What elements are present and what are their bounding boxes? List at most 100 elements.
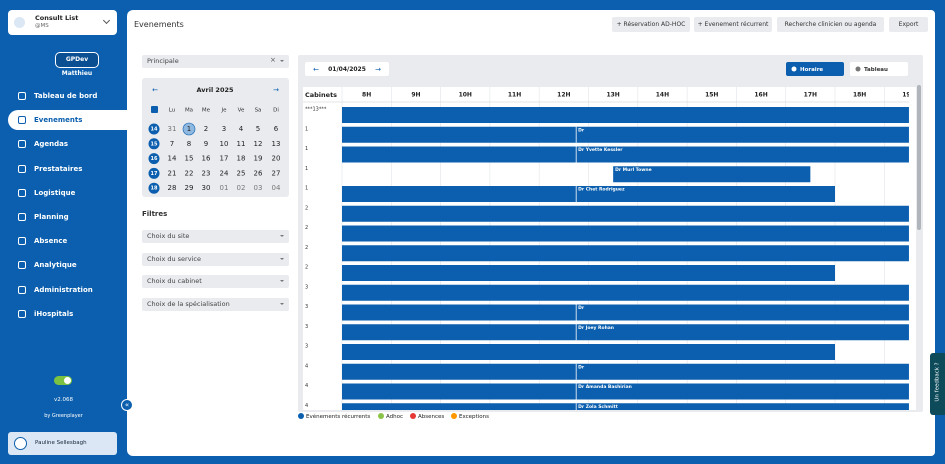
nav-item[interactable]: Evenements	[8, 110, 127, 131]
app-name: Consult List	[35, 14, 79, 22]
event-bar[interactable]	[342, 363, 577, 380]
week-number: 17	[151, 171, 158, 177]
event-bar[interactable]	[342, 186, 577, 202]
version: v2.068	[53, 397, 73, 403]
day: 2	[204, 125, 208, 133]
event-bar[interactable]	[342, 304, 577, 321]
toggle[interactable]	[54, 376, 72, 385]
day: 04	[272, 184, 281, 192]
week-number-bg	[148, 182, 160, 194]
user-badge: GPDev Matthieu	[55, 52, 99, 77]
event-bar[interactable]	[342, 146, 577, 163]
week-number-bg	[148, 123, 160, 135]
week-number: 14	[151, 127, 158, 133]
user-card[interactable]: Pauline Sellesbagh	[8, 432, 117, 455]
nav-item[interactable]: iHospitals	[8, 304, 127, 324]
cabinet-label: 4	[305, 403, 308, 409]
event-bar[interactable]	[613, 166, 811, 183]
nav-item[interactable]: Logistique	[8, 183, 127, 203]
event-bar[interactable]	[342, 245, 909, 262]
page-title: Evenements	[134, 20, 184, 29]
event-bar[interactable]	[342, 324, 577, 341]
nav-icon	[18, 140, 26, 149]
hour-label: 9H	[411, 92, 420, 99]
selected-day-bg	[182, 122, 196, 136]
event-label: Dr Joey Rohan	[578, 325, 614, 331]
avatar	[14, 437, 27, 450]
day: 03	[254, 184, 263, 192]
filter-select[interactable]: Choix du service	[142, 252, 289, 266]
event-label: Dr Murl Towne	[615, 167, 652, 173]
nav-item[interactable]: Prestataires	[8, 159, 127, 179]
event-bar[interactable]	[576, 126, 909, 143]
day: 31	[168, 125, 177, 133]
day: 20	[272, 155, 281, 163]
event-bar[interactable]	[576, 383, 909, 400]
filter-select[interactable]: Choix du site	[142, 230, 289, 243]
action-button[interactable]: Export	[889, 17, 928, 32]
view-toggle[interactable]	[786, 62, 844, 76]
day: 25	[237, 169, 246, 177]
event-bar[interactable]	[342, 284, 909, 301]
event-bar[interactable]	[576, 304, 909, 321]
feedback-label: Un feedback ?	[934, 362, 941, 402]
nav-item[interactable]: Administration	[8, 280, 127, 300]
nav-item[interactable]: Analytique	[8, 255, 127, 275]
cabinet-label: 3	[305, 304, 308, 310]
action-button[interactable]: + Evenement récurrent	[694, 17, 772, 32]
nav-icon	[18, 116, 26, 125]
week-number: 15	[151, 141, 158, 147]
day: 18	[237, 155, 246, 163]
event-bar[interactable]	[342, 225, 909, 242]
view-toggle[interactable]	[850, 62, 908, 76]
day: 19	[254, 155, 263, 163]
date-nav[interactable]	[305, 62, 389, 76]
event-bar[interactable]	[576, 324, 909, 341]
collapse-button[interactable]: «	[121, 399, 133, 411]
event-bar[interactable]	[342, 126, 577, 143]
grid: 8H 9H 10H 11H 12H 13H 14H 15H 16H 17H 18H 19H ***13*…	[303, 87, 909, 419]
app-switcher[interactable]: Consult List @MS	[8, 10, 117, 35]
event-bar[interactable]	[342, 344, 835, 360]
event-label: Dr	[578, 364, 585, 370]
user-name: Pauline Sellesbagh	[35, 440, 87, 446]
event-bar[interactable]	[342, 205, 909, 222]
legend-dot	[378, 413, 384, 419]
weekday: Me	[202, 108, 211, 114]
event-bar[interactable]	[576, 146, 909, 163]
event-bar[interactable]	[576, 363, 909, 380]
legend-label: Adhoc	[386, 414, 403, 420]
cabinet-label: 3	[305, 344, 308, 350]
cabinet-label: 1	[305, 146, 308, 152]
credits: by Greenplayer	[44, 413, 83, 419]
nav-item[interactable]: Absence	[8, 231, 127, 251]
hour-label: 18H	[853, 92, 866, 99]
month: Avril 2025	[196, 86, 234, 94]
nav-item[interactable]: Planning	[8, 207, 127, 227]
column-header: Cabinets	[305, 91, 337, 99]
filter-select[interactable]: Choix de la spécialisation	[142, 297, 289, 311]
event-bar[interactable]	[342, 403, 577, 419]
action-button[interactable]: + Réservation AD-HOC	[612, 17, 690, 32]
agenda-select[interactable]: Principale	[142, 55, 289, 68]
event-bar[interactable]	[576, 186, 835, 202]
day: 27	[272, 169, 281, 177]
nav-icon	[18, 237, 26, 246]
calendar-icon	[151, 106, 158, 113]
action-button[interactable]: Recherche clinicien ou agenda	[777, 17, 884, 32]
nav-icon	[18, 285, 26, 294]
day: 9	[204, 140, 208, 148]
event-bar[interactable]	[342, 383, 577, 400]
hour-label: 15H	[705, 92, 718, 99]
event-bar[interactable]	[576, 403, 909, 419]
day: 16	[202, 155, 211, 163]
event-bar[interactable]	[342, 265, 835, 281]
nav-item[interactable]: Agendas	[8, 134, 127, 154]
nav-item[interactable]: Tableau de bord	[8, 86, 127, 106]
day: 8	[187, 140, 191, 148]
cabinet-label: 2	[305, 265, 308, 271]
weekday: Lu	[169, 108, 175, 114]
feedback-tab[interactable]: Un feedback ?	[930, 353, 945, 415]
event-bar[interactable]	[342, 107, 909, 123]
filter-select[interactable]: Choix du cabinet	[142, 275, 289, 288]
